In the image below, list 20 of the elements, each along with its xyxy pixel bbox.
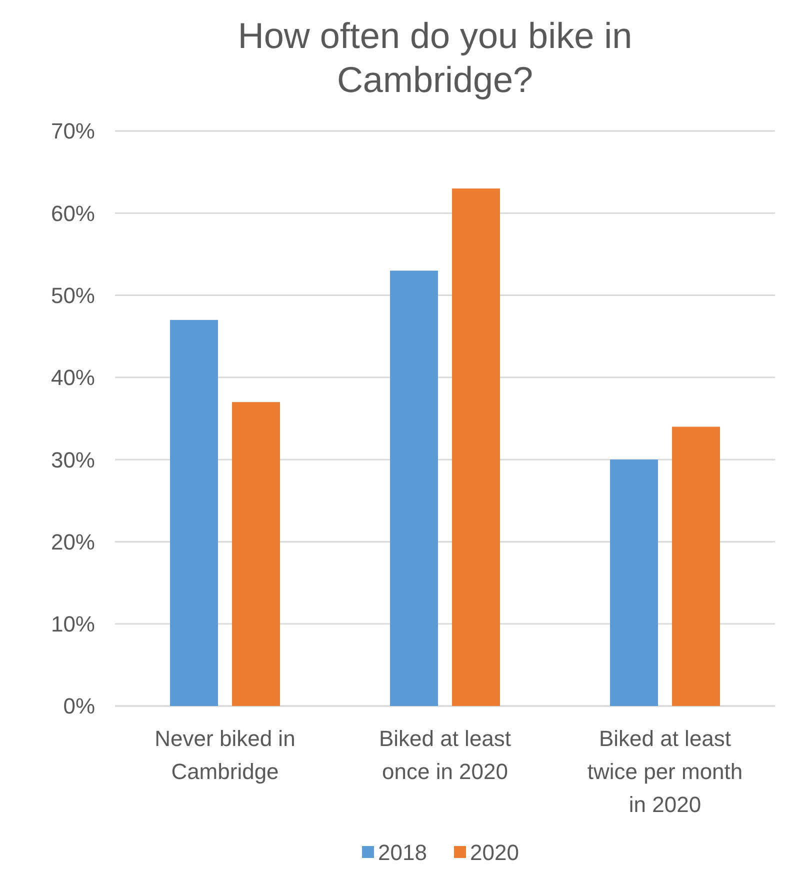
chart-title: How often do you bike in Cambridge?: [238, 15, 632, 100]
x-tick-label: Biked at least twice per month in 2020: [587, 726, 743, 817]
legend-label: 2020: [470, 840, 519, 865]
bar: [672, 426, 720, 706]
bar: [170, 320, 218, 706]
y-tick-label: 60%: [50, 200, 95, 226]
y-tick-label: 30%: [50, 447, 95, 472]
y-tick-label: 0%: [63, 694, 95, 719]
bar: [452, 188, 500, 706]
y-tick-label: 70%: [50, 118, 95, 144]
y-tick-label: 50%: [50, 282, 95, 308]
bar: [610, 460, 658, 706]
legend-label: 2018: [378, 840, 427, 865]
x-tick-label: Never biked in Cambridge: [154, 726, 296, 784]
y-tick-label: 10%: [50, 612, 95, 637]
bar: [390, 270, 438, 706]
y-tick-label: 40%: [50, 365, 95, 390]
x-tick-label: Biked at least once in 2020: [378, 726, 512, 784]
bar: [232, 402, 280, 706]
y-tick-label: 20%: [50, 529, 95, 554]
